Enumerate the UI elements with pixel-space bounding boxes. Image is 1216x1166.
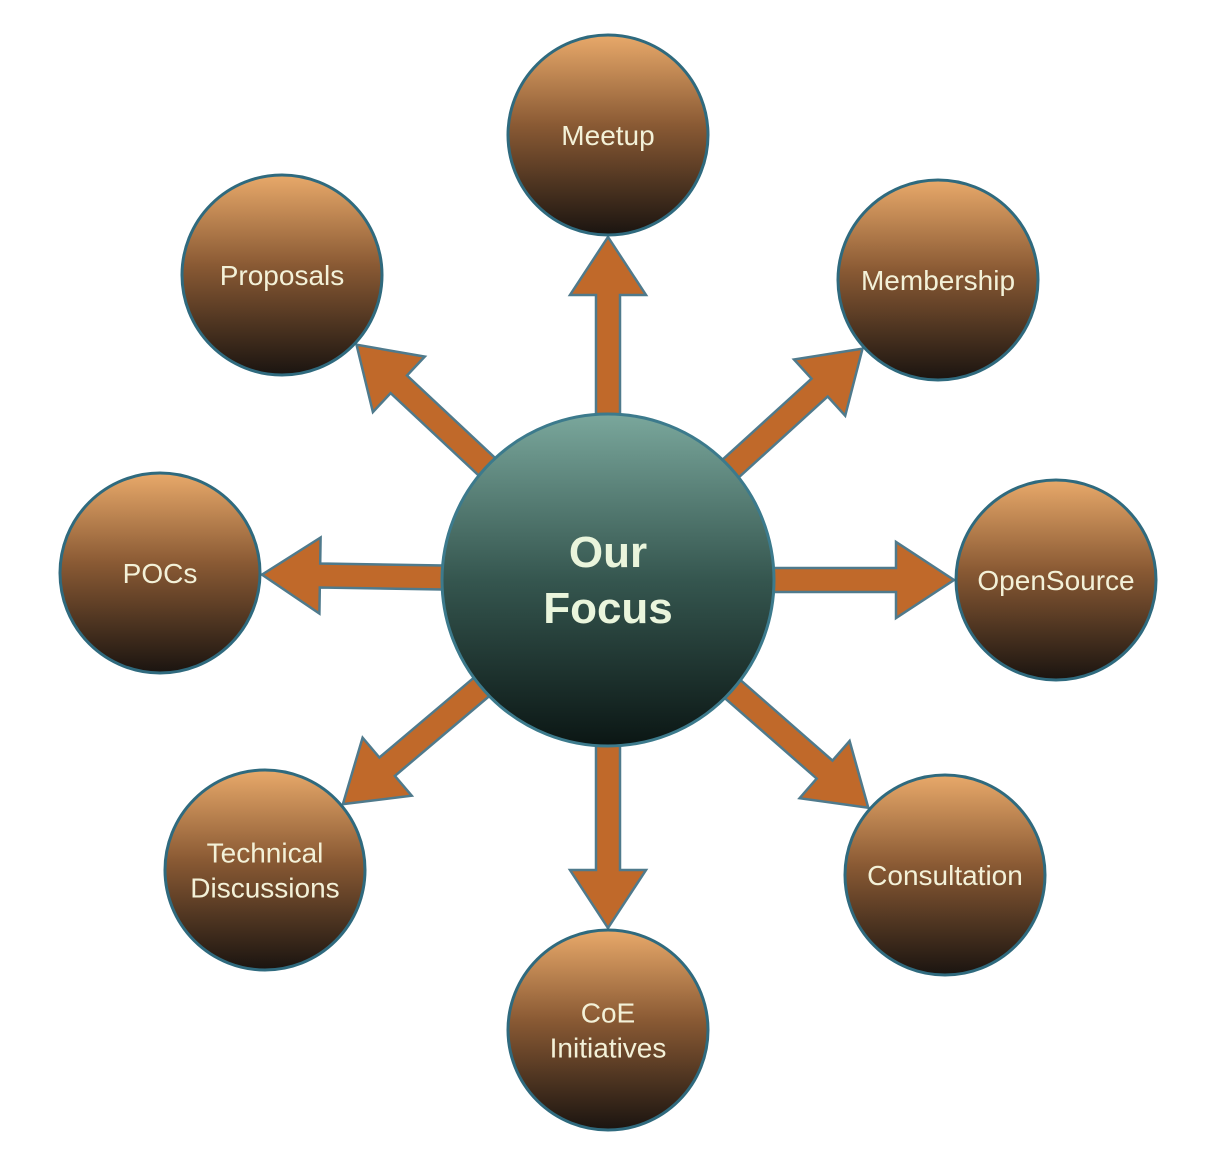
node-pocs: POCs: [58, 471, 262, 675]
node-coe-initiatives: CoE Initiatives: [506, 928, 710, 1132]
node-label: Meetup: [561, 120, 654, 151]
hub-node: Our Focus: [440, 412, 776, 748]
node-label: Membership: [861, 265, 1015, 296]
node-circle: [506, 928, 710, 1132]
node-label: Initiatives: [550, 1033, 667, 1064]
arrow-to-pocs: [259, 535, 460, 616]
node-proposals: Proposals: [180, 173, 384, 377]
arrow-to-opensource: [756, 539, 957, 621]
arrow-to-meetup: [567, 234, 649, 432]
node-opensource: OpenSource: [954, 478, 1158, 682]
hub-title: Our: [569, 528, 647, 577]
node-circle: [836, 178, 1040, 382]
arrow-to-consultation: [711, 668, 871, 810]
node-circle: [180, 173, 384, 377]
hub-layer: Our Focus: [440, 412, 776, 748]
nodes-layer: Meetup Membership OpenSource Consultation Co…: [58, 33, 1158, 1132]
node-label: POCs: [123, 558, 198, 589]
hub-title: Focus: [543, 584, 673, 633]
node-circle: [58, 471, 262, 675]
node-circle: [163, 768, 367, 972]
hub-circle: [440, 412, 776, 748]
node-circle: [954, 478, 1158, 682]
node-label: CoE: [581, 998, 635, 1029]
node-label: Discussions: [190, 873, 339, 904]
arrows-layer: [259, 234, 957, 931]
arrow-to-proposals: [354, 343, 509, 489]
node-consultation: Consultation: [843, 773, 1047, 977]
arrow-to-coe-initiatives: [567, 728, 649, 931]
arrow-to-membership: [709, 347, 865, 490]
arrow-to-technical-discussions: [341, 665, 503, 806]
node-meetup: Meetup: [506, 33, 710, 237]
node-circle: [506, 33, 710, 237]
node-technical-discussions: Technical Discussions: [163, 768, 367, 972]
node-label: OpenSource: [977, 565, 1134, 596]
node-circle: [843, 773, 1047, 977]
node-label: Proposals: [220, 260, 345, 291]
node-label: Technical: [207, 838, 324, 869]
node-membership: Membership: [836, 178, 1040, 382]
node-label: Consultation: [867, 860, 1023, 891]
